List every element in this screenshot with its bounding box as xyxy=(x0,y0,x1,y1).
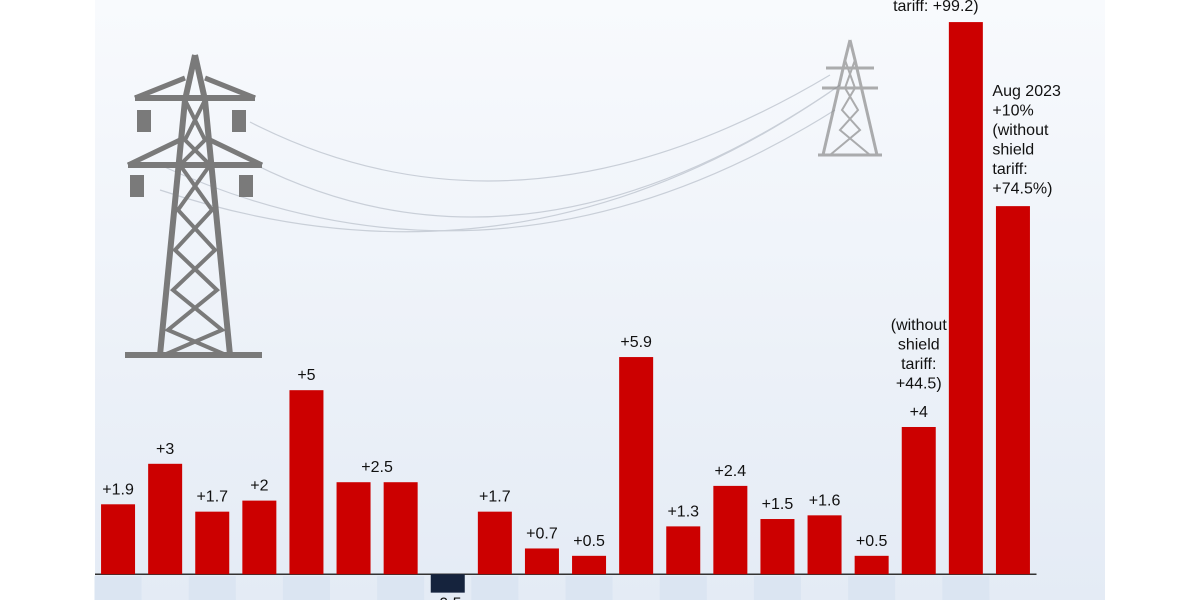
bar xyxy=(477,511,512,575)
category-cell xyxy=(94,576,142,600)
value-label: -0.5 xyxy=(434,596,462,600)
bar xyxy=(383,482,418,575)
value-label: +5 xyxy=(297,367,315,384)
value-label: +0.7 xyxy=(526,525,558,542)
annotation: (without xyxy=(992,122,1049,139)
bar xyxy=(901,426,936,575)
category-cell xyxy=(848,576,896,600)
category-cell xyxy=(471,576,519,600)
bar xyxy=(948,22,983,575)
category-cell xyxy=(377,576,425,600)
value-label: +2 xyxy=(250,478,268,495)
value-label: +1.7 xyxy=(479,489,511,506)
value-label: +5.9 xyxy=(620,334,652,351)
category-cell xyxy=(659,576,707,600)
bar xyxy=(148,463,183,575)
value-label: +0.5 xyxy=(856,533,888,550)
wires xyxy=(159,74,841,233)
bar xyxy=(854,555,889,575)
bar xyxy=(713,485,748,575)
value-label: +2.4 xyxy=(715,463,747,480)
value-label: +1.9 xyxy=(102,481,134,498)
bar xyxy=(289,390,324,575)
bar xyxy=(760,519,795,575)
annotation: tariff: +99.2) xyxy=(893,0,979,15)
annotation: +74.5%) xyxy=(992,181,1052,198)
value-label: +1.7 xyxy=(196,489,228,506)
annotation: shield xyxy=(992,142,1034,159)
category-cell xyxy=(282,576,330,600)
bar xyxy=(242,500,277,575)
value-label: +4 xyxy=(910,404,928,421)
annotation: (without xyxy=(891,317,948,334)
bar xyxy=(195,511,230,575)
tower-small xyxy=(818,39,882,157)
annotation: +10% xyxy=(992,103,1033,120)
bar xyxy=(807,515,842,575)
value-label: +1.5 xyxy=(762,496,794,513)
bar xyxy=(430,574,465,593)
bar xyxy=(524,548,559,575)
category-cell xyxy=(188,576,236,600)
annotation: Aug 2023 xyxy=(992,83,1061,100)
bar xyxy=(666,526,701,575)
value-label: +2.5 xyxy=(361,459,393,476)
category-cell xyxy=(565,576,613,600)
bar xyxy=(101,504,136,575)
annotation: tariff: xyxy=(901,356,936,373)
value-label: +0.5 xyxy=(573,533,605,550)
panel xyxy=(95,0,1105,600)
bar xyxy=(995,206,1030,575)
bar xyxy=(572,555,607,575)
value-label: +3 xyxy=(156,441,174,458)
category-cell xyxy=(753,576,801,600)
value-label: +1.3 xyxy=(667,503,699,520)
annotation: shield xyxy=(898,336,940,353)
annotation: +44.5) xyxy=(896,375,942,392)
annotation: tariff: xyxy=(992,161,1027,178)
bar xyxy=(336,482,371,575)
tower-large xyxy=(125,54,264,358)
category-cell xyxy=(942,576,990,600)
value-label: +1.6 xyxy=(809,492,841,509)
bar xyxy=(619,357,654,575)
